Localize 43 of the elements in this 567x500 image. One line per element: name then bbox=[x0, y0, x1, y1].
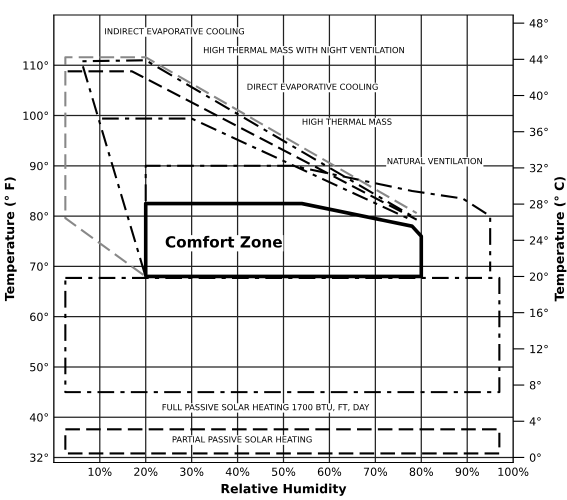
annotation: INDIRECT EVAPORATIVE COOLING bbox=[105, 28, 244, 34]
y-tick-label: 90° bbox=[30, 162, 48, 170]
y2-tick-label: 0° bbox=[530, 453, 541, 462]
y2-tick-label: 36° bbox=[530, 128, 548, 136]
y-tick-label: 40° bbox=[30, 413, 48, 422]
annotation: FULL PASSIVE SOLAR HEATING 1700 BTU, FT, DAY bbox=[162, 404, 370, 412]
y-axis-title: Temperature (° F) bbox=[4, 177, 17, 302]
y2-tick-label: 12° bbox=[530, 344, 548, 354]
x-tick-label: 30% bbox=[180, 468, 204, 476]
y-tick-label: 32° bbox=[30, 453, 48, 462]
y-tick-label: 60° bbox=[30, 312, 48, 322]
y-tick-label: 80° bbox=[30, 212, 48, 221]
y-tick-label: 100° bbox=[23, 112, 48, 120]
x-tick-label: 70% bbox=[364, 468, 388, 476]
x-tick-label: 60% bbox=[318, 468, 342, 476]
annotation: HIGH THERMAL MASS bbox=[302, 118, 392, 125]
y-tick-label: 110° bbox=[23, 61, 48, 70]
x-axis-title: Relative Humidity bbox=[222, 484, 346, 496]
y-tick-label: 70° bbox=[30, 262, 48, 271]
y2-axis-title: Temperature (° C) bbox=[554, 177, 566, 302]
annotation: PARTIAL PASSIVE SOLAR HEATING bbox=[172, 436, 312, 443]
y2-tick-label: 40° bbox=[530, 92, 548, 100]
y2-tick-label: 44° bbox=[530, 55, 548, 64]
y2-tick-label: 20° bbox=[530, 272, 548, 281]
x-tick-label: 90% bbox=[456, 468, 479, 476]
y2-tick-label: 4° bbox=[530, 417, 541, 426]
annotation: HIGH THERMAL MASS WITH NIGHT VENTILATION bbox=[204, 46, 404, 54]
y2-tick-label: 16° bbox=[530, 308, 548, 318]
x-tick-label: 100% bbox=[498, 468, 528, 476]
y-tick-label: 50° bbox=[30, 362, 48, 372]
x-tick-label: 20% bbox=[134, 468, 158, 476]
x-tick-label: 50% bbox=[272, 468, 296, 476]
y2-tick-label: 24° bbox=[530, 236, 548, 245]
x-tick-label: 40% bbox=[226, 468, 250, 476]
annotation: DIRECT EVAPORATIVE COOLING bbox=[248, 84, 378, 90]
y2-tick-label: 48° bbox=[530, 19, 548, 28]
y2-tick-label: 8° bbox=[530, 381, 541, 390]
y2-tick-label: 32° bbox=[530, 164, 548, 172]
annotation: NATURAL VENTILATION bbox=[388, 158, 482, 164]
x-tick-label: 10% bbox=[88, 468, 112, 476]
annotation: Comfort Zone bbox=[166, 236, 282, 248]
y2-tick-label: 28° bbox=[530, 200, 548, 208]
x-tick-label: 80% bbox=[410, 468, 434, 476]
